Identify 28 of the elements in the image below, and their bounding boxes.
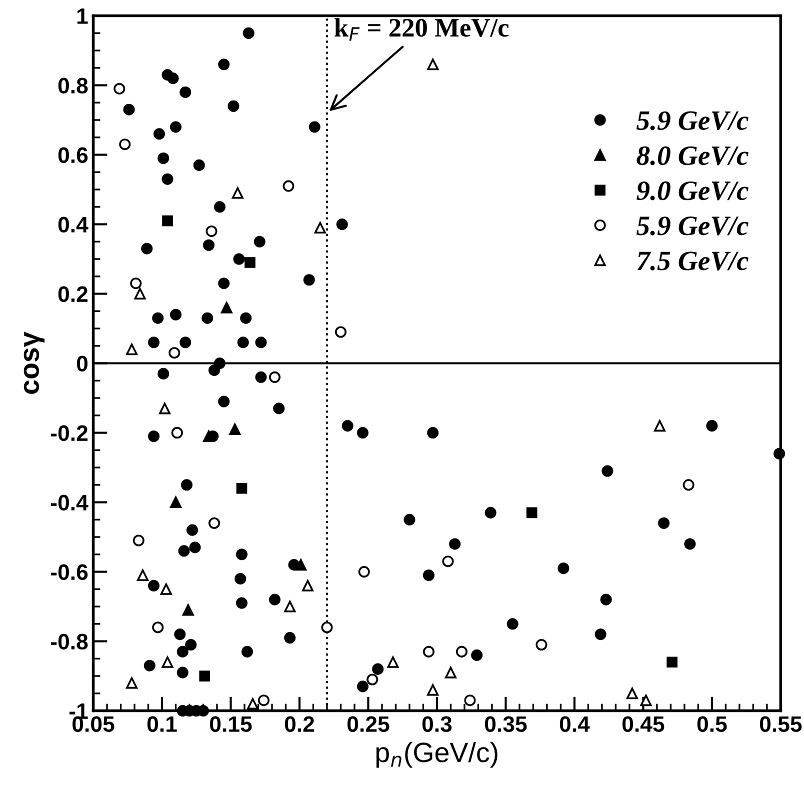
x-tick-label: 0.5 xyxy=(697,716,727,732)
x-tick-label: 0.25 xyxy=(347,716,390,732)
legend-label: 9.0 GeV/c xyxy=(636,181,748,200)
x-tick-label: 0.2 xyxy=(284,716,314,732)
legend-label: 7.5 GeV/c xyxy=(637,252,748,270)
x-tick-label: 0.1 xyxy=(147,716,177,732)
legend-label: 8.0 GeV/c xyxy=(636,146,748,166)
y-axis-title: cosγ xyxy=(24,332,45,394)
x-tick-label: 0.4 xyxy=(560,716,590,732)
x-tick-label: 0.55 xyxy=(760,716,802,732)
annotation: k$_{F}$ = 220 MeV/c xyxy=(334,18,509,41)
y-tick-label: -0.4 xyxy=(50,494,88,511)
y-tick-label: 0.2 xyxy=(58,286,88,302)
legend-label: 5.9 GeV/c xyxy=(636,216,748,236)
y-tick-label: -0.8 xyxy=(50,634,88,650)
x-axis-title: p$_{n}$(GeV/c) xyxy=(376,742,498,768)
x-tick-label: 0.45 xyxy=(622,716,664,732)
legend-label: 5.9 GeV/c xyxy=(636,111,748,130)
y-tick-label: -0.2 xyxy=(50,425,88,442)
x-tick-label: 0.15 xyxy=(210,716,252,732)
y-tick-label: 1 xyxy=(77,8,88,24)
x-tick-label: 0.3 xyxy=(422,716,452,732)
x-tick-label: 0.35 xyxy=(484,716,527,732)
y-tick-label: 0.6 xyxy=(58,147,88,164)
y-tick-label: 0.4 xyxy=(58,216,88,233)
y-tick-label: 0.8 xyxy=(58,78,88,94)
y-tick-label: -0.6 xyxy=(50,564,88,580)
y-tick-label: 0 xyxy=(76,356,88,372)
